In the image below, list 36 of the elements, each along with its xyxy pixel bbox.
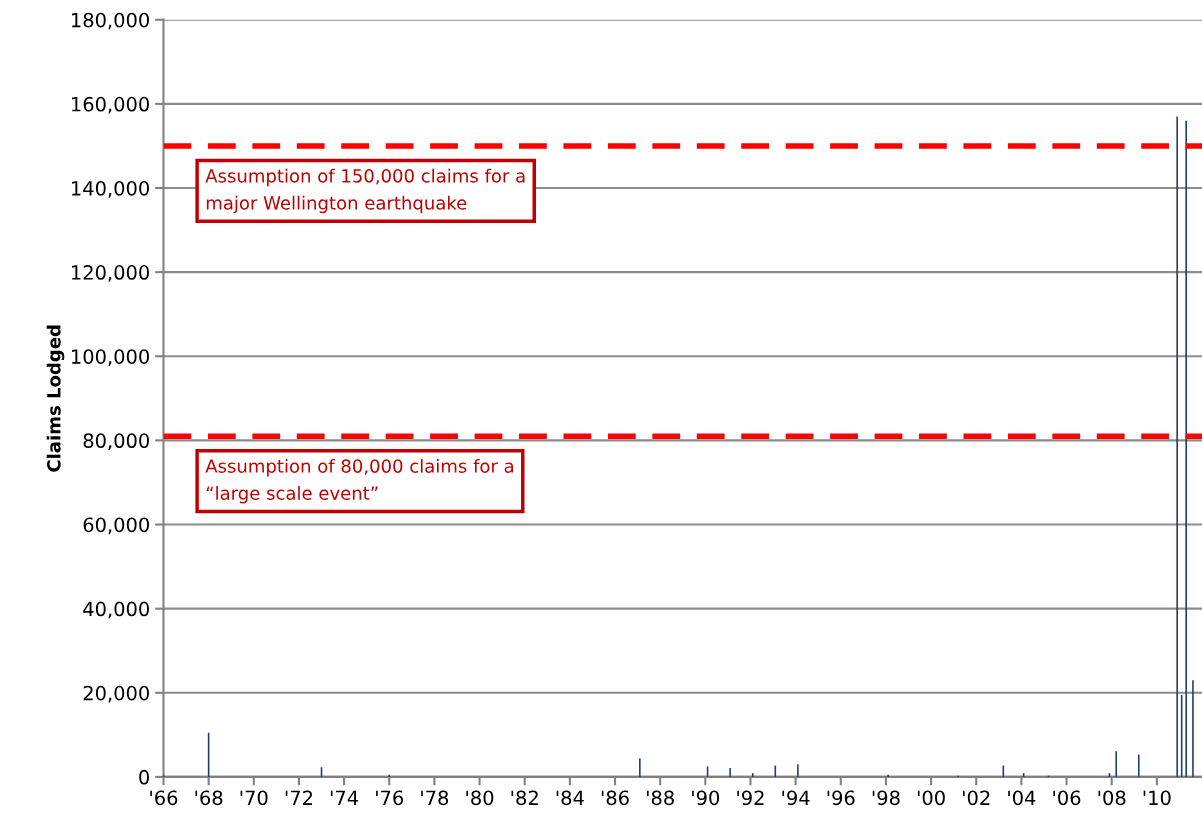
y-tick-label: 100,000	[72, 349, 149, 366]
x-tick-label: '96	[827, 790, 855, 806]
y-tick-label: 80,000	[83, 433, 149, 451]
x-tick-label: '82	[511, 790, 538, 806]
x-tick-label: '08	[1098, 790, 1126, 806]
y-tick-label: 60,000	[83, 517, 149, 535]
y-tick-label: 180,000	[72, 12, 149, 30]
y-tick-label: 40,000	[83, 601, 149, 619]
x-tick-label: '06	[1053, 790, 1081, 806]
y-axis-title: Claims Lodged	[46, 325, 65, 472]
x-tick-label: '72	[285, 790, 313, 805]
x-tick-label: '04	[1008, 790, 1036, 806]
x-tick-label: '78	[421, 790, 449, 806]
x-tick-label: '80	[466, 790, 494, 806]
x-tick-label: '76	[376, 790, 404, 806]
x-tick-label: '00	[917, 790, 945, 806]
x-tick-label: '88	[646, 790, 674, 806]
y-tick-label: 160,000	[72, 96, 149, 114]
y-tick-label: 140,000	[72, 180, 149, 198]
x-tick-label: '02	[963, 790, 990, 806]
x-tick-label: '86	[601, 790, 629, 806]
x-tick-label: '68	[195, 790, 223, 806]
y-tick-label: 0	[139, 769, 149, 785]
x-tick-label: '98	[872, 790, 900, 806]
x-tick-label: '84	[556, 790, 584, 806]
x-tick-label: '92	[737, 790, 764, 806]
y-tick-label: 20,000	[83, 685, 149, 703]
x-tick-label: '90	[692, 790, 720, 806]
x-tick-label: '74	[330, 790, 359, 805]
x-tick-label: '94	[782, 790, 810, 806]
y-tick-label: 120,000	[72, 265, 149, 282]
x-tick-label: '66	[150, 790, 178, 806]
ref-line-label: Assumption of 150,000 claims for a major Wellington earthquake	[205, 168, 525, 214]
ref-line-label: Assumption of 80,000 claims for a “large scale event”	[205, 458, 514, 504]
x-tick-label: '10	[1143, 790, 1171, 806]
x-tick-label: '70	[240, 790, 268, 806]
